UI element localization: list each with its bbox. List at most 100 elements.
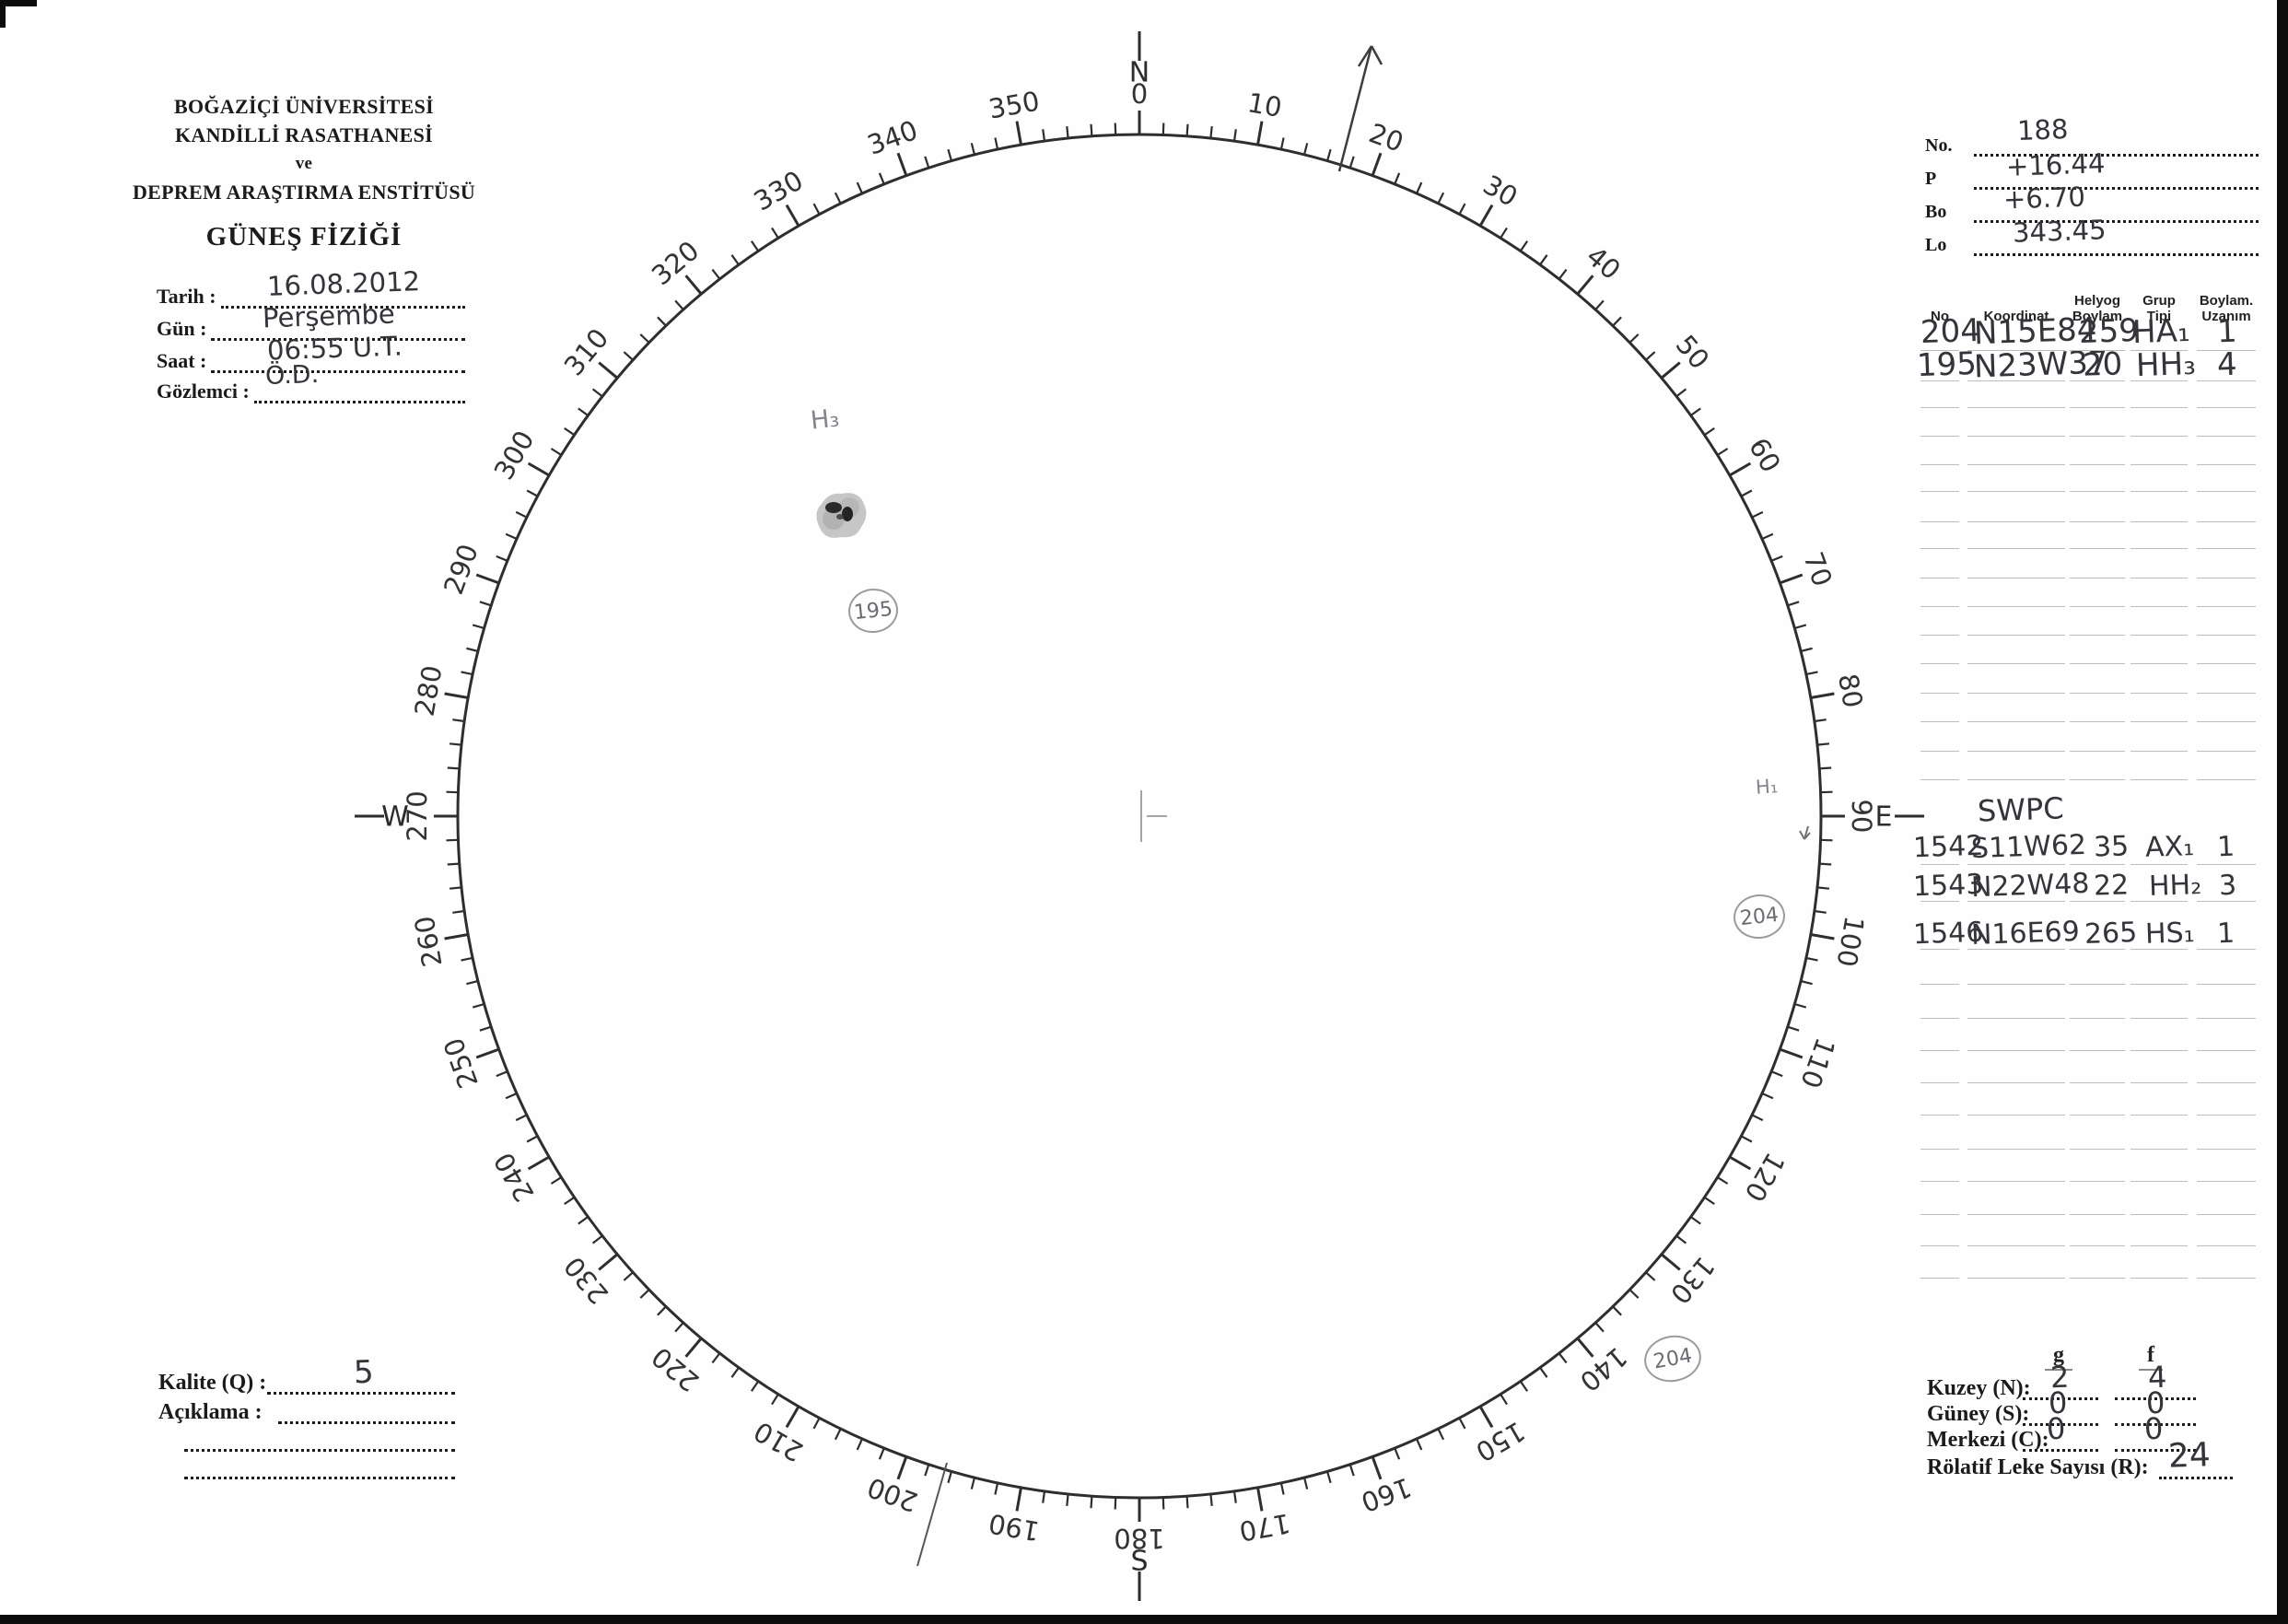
ephemeris-lo: Lo 343.45 — [1925, 214, 2259, 256]
dotted-line — [1974, 231, 2259, 256]
pen-line-mark — [916, 1462, 948, 1567]
table-underline — [1967, 721, 2065, 722]
sunspot-group-drawing — [816, 493, 867, 538]
institution-line-2: KANDİLLİ RASATHANESİ — [174, 123, 434, 146]
degree-label: 210 — [749, 1415, 809, 1467]
dotted-line — [2115, 1420, 2196, 1426]
table-underline — [1920, 350, 1959, 351]
degree-label: 0 — [1131, 78, 1148, 110]
ephemeris-p: P +16.44 — [1925, 147, 2259, 190]
group-table: No Koordinat Helyog Boylam Grup Tipi Boyla… — [1912, 276, 2263, 1308]
dotted-line — [2023, 1446, 2098, 1452]
table-underline — [1967, 464, 2065, 465]
table-underline — [1920, 380, 1959, 381]
degree-label: 110 — [1794, 1034, 1841, 1092]
ephemeris-p-value-handwritten: +16.44 — [2005, 147, 2106, 182]
table-underline — [1920, 436, 1959, 437]
dotted-line — [2023, 1420, 2098, 1426]
limb-arrow-mark — [1799, 825, 1811, 840]
column-header-g: g — [2045, 1343, 2072, 1371]
dotted-line — [278, 1419, 455, 1424]
kalite-value-handwritten: 5 — [353, 1353, 375, 1392]
table-underline — [2070, 491, 2125, 492]
table-underline — [2197, 1181, 2256, 1182]
cardinal-letter-N: N — [1129, 57, 1150, 89]
table-underline — [1920, 663, 1959, 664]
handwritten-label-h3: H₃ — [809, 403, 841, 436]
scan-edge-bottom — [0, 1615, 2288, 1624]
cell-uzanim: 3 — [2218, 869, 2237, 903]
table-underline — [2130, 436, 2188, 437]
table-underline — [1920, 779, 1959, 780]
dotted-line — [1974, 198, 2259, 223]
cell-helyog: 265 — [2084, 917, 2138, 951]
column-header-no: No — [1931, 309, 1949, 324]
table-underline — [2197, 380, 2256, 381]
degree-labels: 0 10 20 30 40 50 60 70 80 90 100 110 120 130 140 150 160… — [402, 78, 1877, 1554]
scan-edge-right — [2277, 0, 2288, 1624]
dotted-line — [211, 348, 465, 373]
table-underline — [1967, 779, 2065, 780]
table-underline — [1967, 436, 2065, 437]
degree-label: 40 — [1581, 240, 1627, 286]
table-underline — [1920, 1050, 1959, 1051]
ephemeris-lo-value-handwritten: 343.45 — [2012, 214, 2107, 249]
dotted-line — [184, 1446, 455, 1452]
table-underline — [2197, 864, 2256, 865]
degree-label: 100 — [1830, 914, 1870, 969]
cell-no: 195 — [1916, 345, 1978, 385]
table-underline — [2197, 1278, 2256, 1279]
dotted-line — [267, 1389, 455, 1395]
table-underline — [1967, 1214, 2065, 1215]
table-underline — [2130, 635, 2188, 636]
table-underline — [1967, 548, 2065, 549]
table-underline — [2070, 407, 2125, 408]
field-gun-label: Gün : — [157, 317, 207, 340]
table-underline — [2197, 350, 2256, 351]
table-underline — [2130, 1214, 2188, 1215]
institution-header: BOĞAZİÇİ ÜNİVERSİTESİ KANDİLLİ RASATHANE… — [111, 92, 497, 206]
table-underline — [2130, 521, 2188, 522]
table-underline — [1920, 1245, 1959, 1246]
column-header-boylam-uzanim: Boylam. Uzanım — [2199, 293, 2254, 324]
degree-label: 310 — [558, 322, 615, 381]
degree-label: 30 — [1477, 169, 1523, 213]
merkezi-g-value-handwritten: 0 — [2046, 1410, 2067, 1447]
institution-line-4: DEPREM ARAŞTIRMA ENSTİTÜSÜ — [132, 181, 476, 204]
table-underline — [2130, 1018, 2188, 1019]
ephemeris-no-label: No. — [1925, 135, 1953, 156]
kuzey-label: Kuzey (N): — [1927, 1376, 2031, 1400]
table-underline — [1920, 864, 1959, 865]
table-underline — [2130, 350, 2188, 351]
department-title: GÜNEŞ FİZİĞİ — [205, 222, 403, 251]
table-underline — [2070, 1149, 2125, 1150]
degree-label: 20 — [1365, 117, 1407, 158]
degree-label: 290 — [438, 540, 484, 599]
table-underline — [1967, 901, 2065, 902]
swpc-section-label: SWPC — [1977, 790, 2065, 829]
cell-uzanim: 1 — [2216, 917, 2235, 951]
table-underline — [2130, 1050, 2188, 1051]
table-underline — [1967, 380, 2065, 381]
rolatif-label: Rölatif Leke Sayısı (R): — [1927, 1455, 2149, 1479]
degree-label: 50 — [1670, 329, 1716, 375]
table-underline — [2130, 949, 2188, 950]
column-header-grup-tipi: Grup Tipi — [2142, 293, 2176, 324]
degree-label: 60 — [1743, 433, 1787, 478]
handwritten-label-h1: H₁ — [1755, 775, 1780, 799]
table-underline — [2130, 1245, 2188, 1246]
degree-label: 260 — [408, 914, 448, 969]
field-saat-label: Saat : — [157, 349, 207, 372]
table-underline — [2070, 1082, 2125, 1083]
degree-label: 330 — [749, 165, 809, 217]
table-underline — [2197, 779, 2256, 780]
table-underline — [1920, 1018, 1959, 1019]
ephemeris-no-value-handwritten: 188 — [2016, 113, 2069, 146]
degree-label: 250 — [438, 1034, 484, 1092]
degree-label: 220 — [646, 1341, 705, 1398]
table-underline — [2197, 663, 2256, 664]
ephemeris-p-label: P — [1925, 169, 1937, 189]
degree-label: 140 — [1574, 1341, 1633, 1398]
dotted-line — [1974, 165, 2259, 190]
